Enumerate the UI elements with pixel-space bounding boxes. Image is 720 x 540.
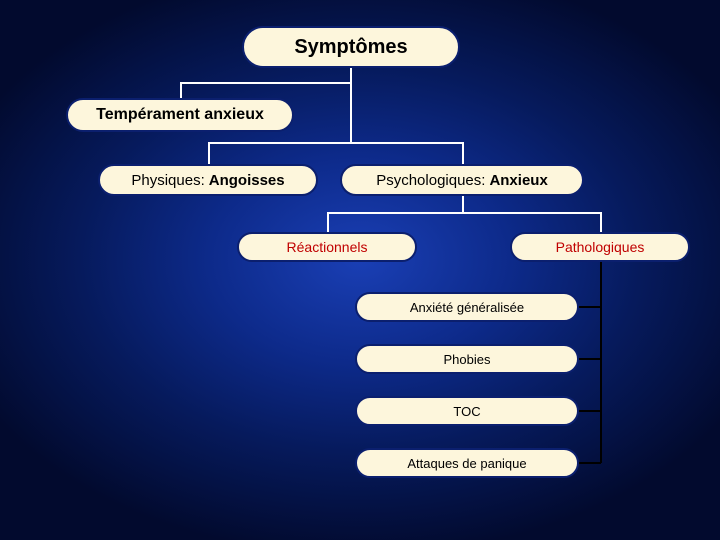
node-label: Pathologiques: [556, 239, 645, 255]
connector: [327, 212, 329, 232]
connector: [600, 212, 602, 232]
connector: [579, 410, 601, 412]
node-label: Anxiété généralisée: [410, 300, 524, 315]
connector: [462, 142, 464, 164]
node-psychologiques: Psychologiques: Anxieux: [340, 164, 584, 196]
node-attaques: Attaques de panique: [355, 448, 579, 478]
node-label-prefix: Psychologiques:: [376, 172, 485, 189]
node-label: Symptômes: [294, 36, 407, 59]
connector: [462, 196, 464, 212]
node-anxiete-generalisee: Anxiété généralisée: [355, 292, 579, 322]
connector: [350, 82, 352, 142]
connector: [180, 82, 182, 98]
node-label: TOC: [453, 404, 480, 419]
node-label: Attaques de panique: [407, 456, 526, 471]
node-label-prefix: Physiques:: [131, 172, 204, 189]
connector: [180, 82, 352, 84]
node-temperament: Tempérament anxieux: [66, 98, 294, 132]
connector: [579, 358, 601, 360]
connector: [579, 306, 601, 308]
node-label: Tempérament anxieux: [96, 106, 264, 124]
connector: [208, 142, 210, 164]
node-toc: TOC: [355, 396, 579, 426]
node-label: Réactionnels: [287, 239, 368, 255]
node-pathologiques: Pathologiques: [510, 232, 690, 262]
node-label: Phobies: [444, 352, 491, 367]
node-label-em: Angoisses: [209, 172, 285, 189]
connector: [327, 212, 602, 214]
node-phobies: Phobies: [355, 344, 579, 374]
connector: [350, 68, 352, 82]
connector: [208, 142, 462, 144]
node-reactionnels: Réactionnels: [237, 232, 417, 262]
node-physiques: Physiques: Angoisses: [98, 164, 318, 196]
node-symptomes: Symptômes: [242, 26, 460, 68]
connector: [600, 262, 602, 463]
node-label-em: Anxieux: [489, 172, 547, 189]
connector: [579, 462, 601, 464]
